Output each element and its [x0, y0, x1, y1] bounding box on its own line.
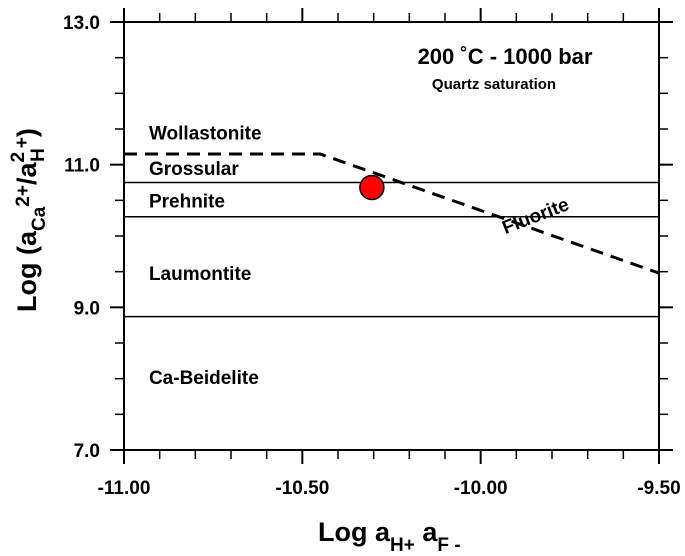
x-axis-label-mid: a: [415, 517, 439, 547]
y-axis-label-sup3: +: [12, 137, 33, 148]
ticks-layer: -11.00 -10.50 -10.00 -9.50 7.0 9.0 11.0 13.0: [63, 8, 681, 499]
points-layer: [359, 174, 385, 201]
field-label-laumontite: Laumontite: [149, 264, 251, 285]
y-axis-label-sub2: H: [28, 148, 49, 162]
field-label-grossular: Grossular: [149, 159, 239, 180]
svg-text:Log aH+ aF -: Log aH+ aF -: [318, 517, 461, 556]
sample-point: [359, 174, 385, 201]
svg-text:Log (aCa2+/a2H+): Log (aCa2+/a2H+): [8, 128, 50, 312]
chart-title: 200 ˚C - 1000 bar: [418, 44, 593, 69]
x-axis-label-base: Log a: [318, 517, 391, 547]
y-tick-label: 9.0: [74, 298, 100, 319]
boundary-lines-layer: [124, 152, 660, 318]
line-label-fluorite: Fluorite: [499, 194, 572, 239]
x-axis-label-sub2: F -: [437, 535, 460, 556]
x-tick-label: -9.50: [637, 478, 680, 499]
y-axis-label-sup1: 2+: [13, 185, 34, 207]
y-axis-label-sub1: Ca: [29, 206, 50, 231]
field-label-ca-beidelite: Ca-Beidelite: [149, 368, 259, 389]
y-axis-label: Log (aCa2+/a2H+): [8, 128, 50, 312]
x-axis-label: Log aH+ aF -: [318, 517, 461, 556]
field-label-wollastonite: Wollastonite: [149, 124, 262, 145]
y-axis-label-mid: /a: [12, 162, 42, 186]
chart-subtitle: Quartz saturation: [432, 76, 556, 93]
boundary-line-fluorite-saturation: [124, 152, 660, 275]
y-axis-label-base: Log (a: [12, 230, 42, 312]
x-axis-label-sub1: H+: [390, 535, 415, 556]
y-tick-label: 13.0: [63, 13, 100, 34]
y-axis-label-sup2: 2: [8, 152, 29, 163]
y-tick-label: 11.0: [64, 156, 100, 177]
x-tick-label: -10.00: [454, 478, 508, 499]
text-layer: 200 ˚C - 1000 bar Quartz saturation Woll…: [149, 44, 593, 389]
x-tick-label: -11.00: [98, 478, 151, 499]
y-tick-label: 7.0: [74, 441, 100, 462]
y-axis-label-tail: ): [12, 128, 42, 137]
x-tick-label: -10.50: [275, 478, 329, 499]
field-label-prehnite: Prehnite: [149, 191, 225, 212]
